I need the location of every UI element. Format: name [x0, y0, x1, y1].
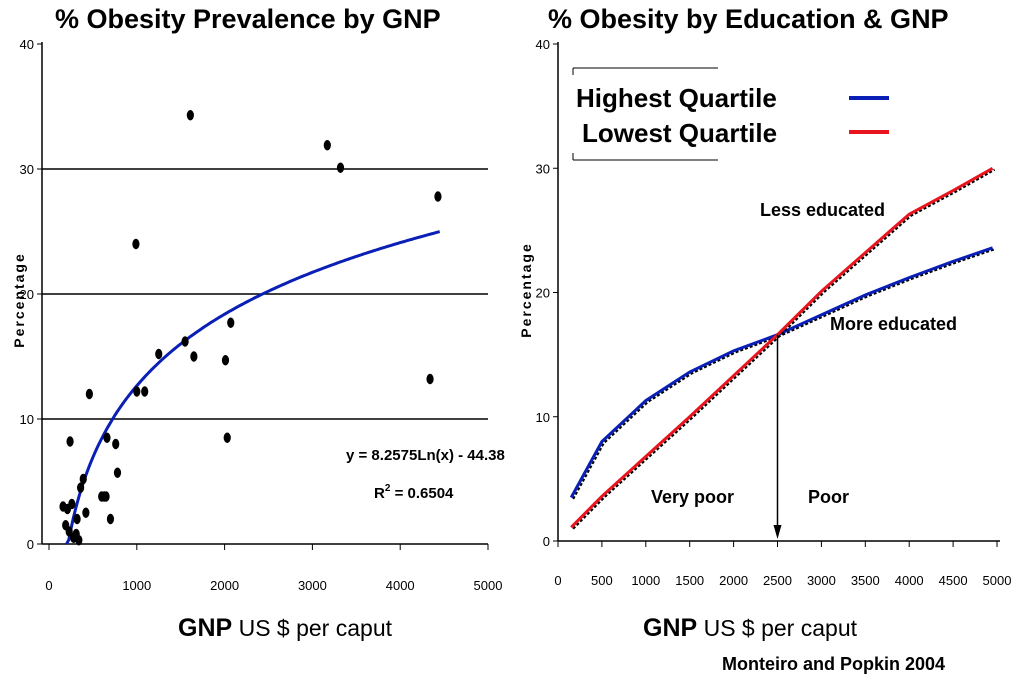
series-raw-line — [572, 168, 996, 530]
left-x-caption-rest: US $ per caput — [232, 615, 392, 641]
data-point — [434, 191, 442, 202]
data-point — [323, 140, 331, 151]
left-chart-title: % Obesity Prevalence by GNP — [55, 4, 441, 34]
right-x-tick-label: 3000 — [807, 573, 836, 588]
data-point — [336, 162, 345, 173]
data-point — [112, 438, 120, 450]
data-point — [66, 436, 74, 447]
right-x-tick-label: 2000 — [719, 573, 748, 588]
data-point — [75, 535, 83, 546]
data-point — [223, 432, 231, 443]
data-point — [103, 432, 111, 443]
right-y-ticks: 0 10 20 30 40 — [536, 37, 558, 549]
right-legend: Highest Quartile Lowest Quartile — [572, 67, 889, 161]
right-line-chart: 0 10 20 30 40 0 500 1000 1500 2000 2500 3000 3500 40… — [518, 37, 1011, 588]
right-y-tick-label: 30 — [536, 161, 550, 176]
left-scatter-chart: 0 10 20 30 40 0 1000 2000 3000 4000 5000 Percenta… — [11, 37, 505, 593]
data-point — [73, 513, 81, 525]
gnp-divider-arrowhead — [773, 525, 782, 539]
r2-value: = 0.6504 — [390, 485, 454, 502]
right-y-axis-label: Percentage — [518, 242, 534, 337]
series-raw-line — [572, 248, 995, 500]
data-point — [65, 526, 73, 537]
data-point — [186, 110, 194, 121]
right-x-tick-label: 4000 — [895, 573, 924, 588]
left-y-tick-label: 30 — [20, 162, 34, 177]
r2-symbol: R — [374, 485, 385, 502]
series-line-lowest-quartile — [570, 166, 994, 529]
left-x-axis-caption: GNP US $ per caput — [178, 614, 392, 643]
left-x-tick-label: 5000 — [474, 578, 503, 593]
left-y-tick-label: 10 — [20, 412, 34, 427]
data-point — [113, 467, 122, 478]
right-x-caption-bold: GNP — [643, 614, 698, 642]
right-y-tick-label: 40 — [536, 37, 550, 52]
right-x-tick-label: 500 — [591, 573, 613, 588]
data-point — [426, 373, 434, 385]
annotation-very-poor: Very poor — [651, 487, 734, 507]
data-point — [106, 513, 115, 525]
right-y-tick-label: 20 — [536, 286, 550, 301]
data-point — [221, 355, 230, 366]
left-x-tick-label: 0 — [45, 578, 52, 593]
annotation-less-educated: Less educated — [760, 200, 885, 220]
data-point — [77, 482, 85, 493]
data-point — [227, 317, 235, 328]
data-point — [133, 386, 141, 397]
right-y-tick-label: 0 — [543, 534, 550, 549]
data-point — [68, 498, 76, 510]
series-line-highest-quartile — [569, 246, 994, 499]
right-x-tick-label: 2500 — [763, 573, 792, 588]
data-point — [190, 351, 198, 362]
left-x-tick-label: 2000 — [210, 578, 239, 593]
left-x-tick-label: 1000 — [122, 578, 151, 593]
left-x-tick-label: 4000 — [386, 578, 415, 593]
left-y-tick-label: 40 — [20, 37, 34, 52]
legend-label-highest: Highest Quartile — [576, 83, 777, 113]
annotation-more-educated: More educated — [830, 314, 957, 334]
data-point — [102, 491, 110, 502]
left-x-ticks: 0 1000 2000 3000 4000 5000 — [45, 544, 502, 593]
right-x-tick-label: 1500 — [675, 573, 704, 588]
left-trend-line — [65, 230, 441, 545]
right-x-tick-label: 5000 — [983, 573, 1012, 588]
right-x-tick-label: 1000 — [631, 573, 660, 588]
r2-superscript: 2 — [385, 483, 391, 494]
trend-r-squared: R2 = 0.6504 — [374, 483, 454, 502]
data-point — [82, 507, 90, 518]
right-x-tick-label: 3500 — [851, 573, 880, 588]
right-x-tick-label: 4500 — [939, 573, 968, 588]
right-x-axis-caption: GNP US $ per caput — [643, 614, 857, 643]
right-x-tick-label: 0 — [554, 573, 561, 588]
data-point — [181, 336, 189, 347]
left-y-tick-label: 20 — [20, 287, 34, 302]
annotation-poor: Poor — [808, 487, 849, 507]
legend-label-lowest: Lowest Quartile — [582, 118, 777, 148]
trend-equation: y = 8.2575Ln(x) - 44.38 — [346, 447, 505, 464]
left-y-tick-label: 0 — [27, 537, 34, 552]
right-chart-title: % Obesity by Education & GNP — [548, 4, 949, 34]
data-point — [79, 473, 87, 485]
right-series-lines — [569, 166, 996, 530]
data-point — [132, 238, 140, 250]
left-x-tick-label: 3000 — [298, 578, 327, 593]
left-x-caption-bold: GNP — [178, 614, 233, 642]
right-x-ticks: 0 500 1000 1500 2000 2500 3000 3500 4000 4500 5000 — [554, 541, 1011, 588]
right-y-tick-label: 10 — [536, 410, 550, 425]
data-point — [141, 386, 149, 397]
left-y-axis-label: Percentage — [11, 252, 27, 347]
left-data-points — [59, 110, 442, 546]
citation: Monteiro and Popkin 2004 — [722, 654, 946, 674]
left-y-ticks: 0 10 20 30 40 — [20, 37, 42, 552]
data-point — [155, 348, 163, 360]
right-x-caption-rest: US $ per caput — [697, 615, 857, 641]
data-point — [85, 388, 93, 400]
